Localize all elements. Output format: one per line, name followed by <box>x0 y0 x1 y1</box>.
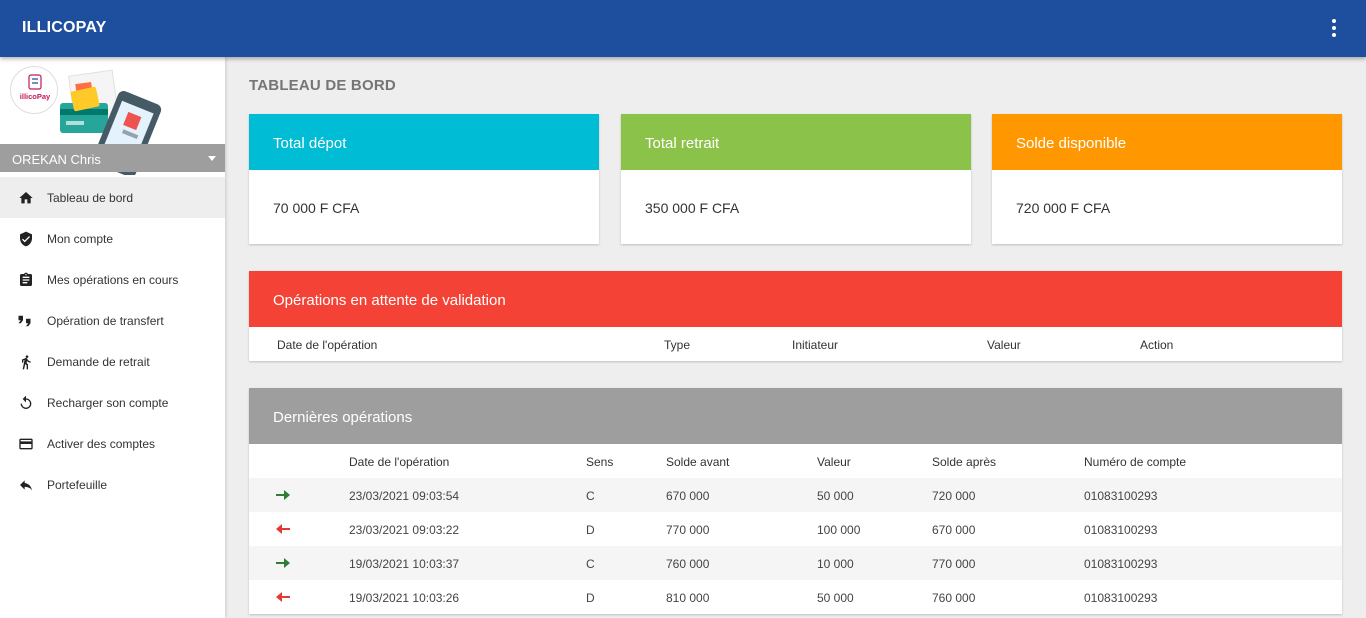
column-header[interactable]: Initiateur <box>792 338 839 352</box>
cell-solde-apres: 770 000 <box>932 557 976 571</box>
cell-numero-compte: 01083100293 <box>1084 523 1158 537</box>
arrow-right-icon <box>276 490 290 500</box>
cell-solde-avant: 810 000 <box>666 591 710 605</box>
user-menu-toggle[interactable]: OREKAN Chris <box>0 144 225 172</box>
arrow-right-icon <box>276 558 290 568</box>
sidebar-item-label: Mes opérations en cours <box>47 272 179 287</box>
clipboard-icon <box>17 271 35 289</box>
sidebar-item-label: Mon compte <box>47 231 114 246</box>
column-header[interactable]: Valeur <box>817 455 851 469</box>
user-name: OREKAN Chris <box>12 152 101 167</box>
table-row[interactable]: 23/03/2021 09:03:22 D 770 000 100 000 67… <box>249 512 1342 546</box>
column-header[interactable]: Action <box>1140 338 1174 352</box>
card-value: 70 000 F CFA <box>273 200 360 216</box>
panel-title: Dernières opérations <box>249 388 1342 444</box>
credit-card-icon <box>17 435 35 453</box>
cell-date: 23/03/2021 09:03:54 <box>349 489 460 503</box>
column-header[interactable]: Type <box>664 338 691 352</box>
transfer-icon <box>17 312 35 330</box>
cell-solde-avant: 760 000 <box>666 557 710 571</box>
column-header[interactable]: Sens <box>586 455 614 469</box>
sidebar-item-label: Activer des comptes <box>47 436 156 451</box>
column-header[interactable]: Solde après <box>932 455 997 469</box>
pending-operations-panel: Opérations en attente de validation Date… <box>249 271 1342 361</box>
column-header[interactable]: Date de l'opération <box>277 338 378 352</box>
top-app-bar: ILLICOPAY <box>0 0 1366 57</box>
cell-date: 23/03/2021 09:03:22 <box>349 523 460 537</box>
recent-operations-panel: Dernières opérations Date de l'opération… <box>249 388 1342 614</box>
cell-numero-compte: 01083100293 <box>1084 489 1158 503</box>
panel-title: Opérations en attente de validation <box>249 271 1342 327</box>
cell-solde-apres: 670 000 <box>932 523 976 537</box>
cell-valeur: 50 000 <box>817 489 854 503</box>
card-value: 350 000 F CFA <box>645 200 740 216</box>
sidebar-item-operation-de-transfert[interactable]: Opération de transfert <box>0 300 225 341</box>
home-icon <box>17 189 35 207</box>
app-brand[interactable]: ILLICOPAY <box>22 19 107 36</box>
cell-date: 19/03/2021 10:03:37 <box>349 557 460 571</box>
cell-solde-apres: 760 000 <box>932 591 976 605</box>
cell-numero-compte: 01083100293 <box>1084 591 1158 605</box>
cell-sens: C <box>586 557 595 571</box>
cell-date: 19/03/2021 10:03:26 <box>349 591 460 605</box>
card-title: Total dépot <box>249 114 599 170</box>
sidebar-item-recharger-son-compte[interactable]: Recharger son compte <box>0 382 225 423</box>
sidebar-item-mon-compte[interactable]: Mon compte <box>0 218 225 259</box>
table-header: Date de l'opération Type Initiateur Vale… <box>249 327 1342 361</box>
caret-down-icon <box>208 156 216 161</box>
card-value: 720 000 F CFA <box>1016 200 1111 216</box>
cell-valeur: 50 000 <box>817 591 854 605</box>
table-header: Date de l'opération Sens Solde avant Val… <box>249 444 1342 478</box>
sidebar-item-portefeuille[interactable]: Portefeuille <box>0 464 225 505</box>
column-header[interactable]: Date de l'opération <box>349 455 450 469</box>
sidebar-item-activer-des-comptes[interactable]: Activer des comptes <box>0 423 225 464</box>
sidebar-item-label: Demande de retrait <box>47 354 150 369</box>
sidebar-item-label: Opération de transfert <box>47 313 164 328</box>
page-title: TABLEAU DE BORD <box>249 77 396 94</box>
column-header[interactable]: Solde avant <box>666 455 730 469</box>
cell-solde-avant: 770 000 <box>666 523 710 537</box>
sidebar-nav: Tableau de bord Mon compte Mes opération… <box>0 177 225 505</box>
card-title: Solde disponible <box>992 114 1342 170</box>
cell-solde-avant: 670 000 <box>666 489 710 503</box>
cell-valeur: 100 000 <box>817 523 861 537</box>
cell-sens: D <box>586 591 595 605</box>
sidebar-item-label: Recharger son compte <box>47 395 169 410</box>
arrow-left-icon <box>276 592 290 602</box>
cell-solde-apres: 720 000 <box>932 489 976 503</box>
sidebar-item-tableau-de-bord[interactable]: Tableau de bord <box>0 177 225 218</box>
more-options-icon[interactable] <box>1324 18 1344 38</box>
reply-icon <box>17 476 35 494</box>
arrow-left-icon <box>276 524 290 534</box>
avatar: illicoPay <box>10 66 58 114</box>
refresh-icon <box>17 394 35 412</box>
stat-card-total-depot: Total dépot 70 000 F CFA <box>249 114 599 244</box>
cell-sens: C <box>586 489 595 503</box>
sidebar-item-mes-operations[interactable]: Mes opérations en cours <box>0 259 225 300</box>
table-row[interactable]: 19/03/2021 10:03:26 D 810 000 50 000 760… <box>249 580 1342 614</box>
profile-header: illicoPay <box>0 57 225 175</box>
cell-valeur: 10 000 <box>817 557 854 571</box>
column-header[interactable]: Valeur <box>987 338 1021 352</box>
column-header[interactable]: Numéro de compte <box>1084 455 1187 469</box>
stat-card-total-retrait: Total retrait 350 000 F CFA <box>621 114 971 244</box>
table-row[interactable]: 19/03/2021 10:03:37 C 760 000 10 000 770… <box>249 546 1342 580</box>
stat-card-solde-disponible: Solde disponible 720 000 F CFA <box>992 114 1342 244</box>
sidebar-item-demande-de-retrait[interactable]: Demande de retrait <box>0 341 225 382</box>
cell-sens: D <box>586 523 595 537</box>
walking-person-icon <box>17 353 35 371</box>
table-row[interactable]: 23/03/2021 09:03:54 C 670 000 50 000 720… <box>249 478 1342 512</box>
payment-illustration <box>60 69 162 175</box>
sidebar: illicoPay OREKAN Chris Tableau de bord <box>0 57 225 618</box>
sidebar-item-label: Tableau de bord <box>47 190 134 205</box>
sidebar-item-label: Portefeuille <box>47 477 108 492</box>
shield-check-icon <box>17 230 35 248</box>
logo-text: illicoPay <box>20 92 51 101</box>
card-title: Total retrait <box>621 114 971 170</box>
cell-numero-compte: 01083100293 <box>1084 557 1158 571</box>
